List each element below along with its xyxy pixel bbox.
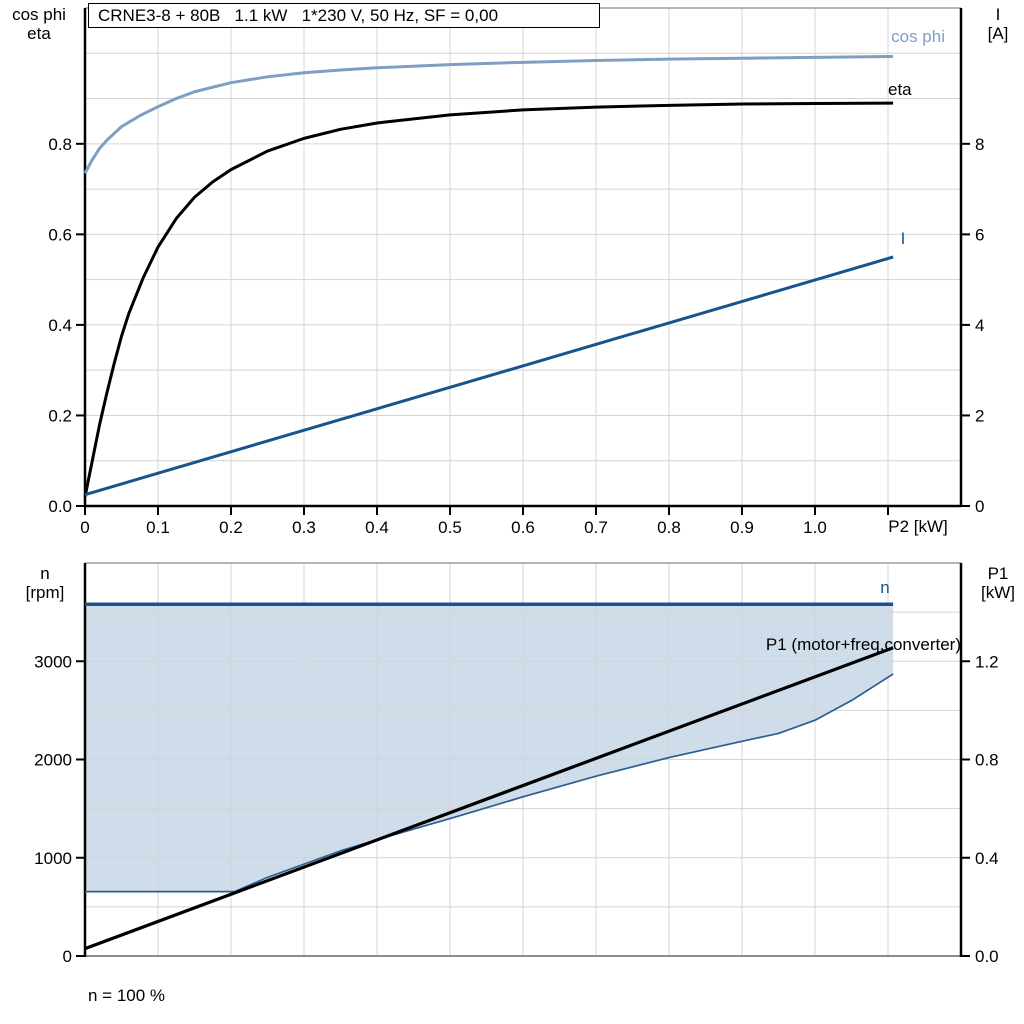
curve-min-speed-boundary xyxy=(85,673,894,893)
curve-i xyxy=(84,255,894,497)
curve-p1-motor-freq-converter- xyxy=(84,646,894,951)
x-tick-label: 0.9 xyxy=(730,518,754,537)
operating-area xyxy=(85,604,894,892)
x-tick-label: 0.2 xyxy=(219,518,243,537)
left-tick-label: 0 xyxy=(63,947,72,966)
left-tick-label: 0.6 xyxy=(48,225,72,244)
x-tick-label: 0.7 xyxy=(584,518,608,537)
right-tick-label: 0.0 xyxy=(975,947,999,966)
x-tick-label: 0.8 xyxy=(657,518,681,537)
footer-annotation: n = 100 % xyxy=(88,986,166,1005)
bottom-chart-left-axis-title-line2: [rpm] xyxy=(25,583,65,602)
right-tick-label: 6 xyxy=(975,225,984,244)
bottom-chart-right-axis-title-line2: [kW] xyxy=(981,583,1015,602)
left-tick-label: 1000 xyxy=(34,849,72,868)
top-chart-left-axis-title-line1: cos phi xyxy=(12,5,66,24)
x-tick-label: 0.3 xyxy=(292,518,316,537)
bottom-chart-right-axis-title-line1: P1 xyxy=(987,564,1009,583)
right-tick-label: 2 xyxy=(975,406,984,425)
right-tick-label: 0 xyxy=(975,497,984,516)
right-tick-label: 8 xyxy=(975,135,984,154)
curve-label-eta: eta xyxy=(888,80,912,99)
chart-1: 0.0 0.2 0.4 0.6 0.8 0 2 4 6 8 0 0.1 0.2 0.3 0.4 0.5 0.6 0… xyxy=(48,7,984,537)
bottom-chart-left-axis-title-line1: n xyxy=(40,564,50,583)
left-tick-label: 0.8 xyxy=(48,135,72,154)
left-tick-label: 3000 xyxy=(34,652,72,671)
x-tick-label: 0 xyxy=(80,518,89,537)
curve-cos-phi xyxy=(83,54,894,174)
right-tick-label: 0.4 xyxy=(975,849,999,868)
top-chart-left-axis-title-line2: eta xyxy=(27,24,51,43)
top-chart-right-axis-title-line2: [A] xyxy=(987,24,1009,43)
right-tick-label: 0.8 xyxy=(975,751,999,770)
right-tick-label: 4 xyxy=(975,316,984,335)
right-tick-label: 1.2 xyxy=(975,652,999,671)
x-tick-label: 1.0 xyxy=(803,518,827,537)
left-tick-label: 0.2 xyxy=(48,406,72,425)
x-tick-label: 0.4 xyxy=(365,518,389,537)
chart-title-box: CRNE3-8 + 80B 1.1 kW 1*230 V, 50 Hz, SF … xyxy=(88,3,600,28)
curve-label-p1: P1 (motor+freq.converter) xyxy=(765,635,961,654)
curve-label-cos-phi: cos phi xyxy=(891,27,945,46)
left-tick-label: 2000 xyxy=(34,751,72,770)
x-axis-title: P2 [kW] xyxy=(888,517,948,536)
left-tick-label: 0.0 xyxy=(48,497,72,516)
curve-eta xyxy=(83,101,894,498)
x-tick-label: 0.5 xyxy=(438,518,462,537)
curve-label-speed: n xyxy=(880,578,890,597)
left-tick-label: 0.4 xyxy=(48,316,72,335)
curve-label-current: I xyxy=(900,229,906,248)
chart-2: 0 1000 2000 3000 0.0 0.4 0.8 1.2 xyxy=(34,562,999,966)
x-tick-label: 0.6 xyxy=(511,518,535,537)
top-chart-right-axis-title-line1: I xyxy=(995,5,1001,24)
x-tick-label: 0.1 xyxy=(146,518,170,537)
